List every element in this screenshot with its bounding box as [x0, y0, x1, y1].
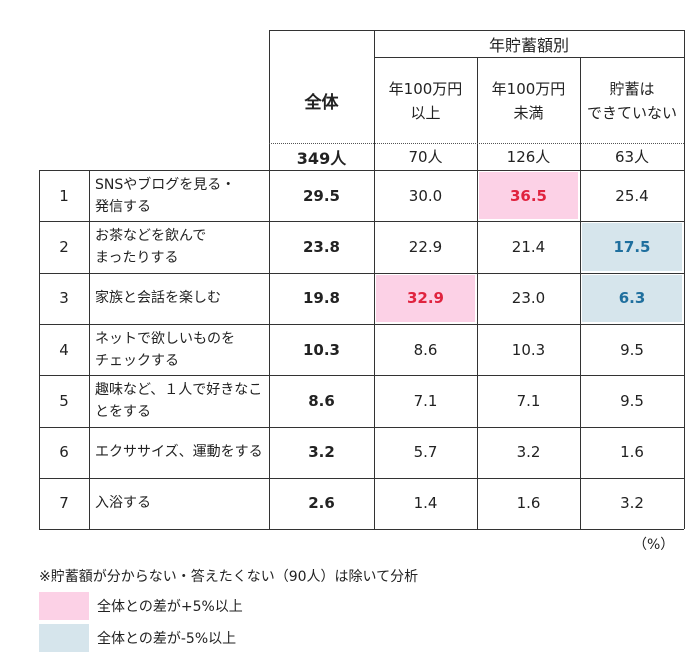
value-cell-all: 23.8 — [302, 237, 340, 256]
rank-cell: 3 — [59, 289, 69, 308]
legend-item-hi: 全体との差が+5%以上 — [39, 592, 243, 620]
unit-label: （%） — [633, 537, 675, 553]
grid-line — [580, 58, 581, 530]
legend-swatch-hi — [39, 592, 89, 620]
group-header: 年貯蓄額別 — [374, 30, 684, 58]
rank-cell: 2 — [59, 237, 69, 256]
grid-line — [39, 170, 40, 530]
item-label: SNSやブログを見る・ 発信する — [95, 176, 236, 215]
value-cell-none: 6.3 — [582, 274, 682, 322]
value-cell-all: 29.5 — [302, 186, 340, 205]
item-label: エクササイズ、運動をする — [95, 444, 263, 461]
grid-line — [684, 30, 685, 530]
grid-line — [89, 170, 90, 530]
value-cell-over1m: 5.7 — [413, 443, 438, 462]
survey-table: 年貯蓄額別 全体 年100万円 以上 年100万円 未満 貯蓄は できていない 349人 70人… — [39, 30, 685, 531]
value-cell-none: 1.6 — [620, 443, 644, 462]
grid-line — [374, 30, 375, 530]
value-cell-none: 17.5 — [582, 223, 682, 271]
value-cell-none: 25.4 — [615, 186, 649, 205]
value-cell-over1m: 32.9 — [376, 274, 475, 322]
value-cell-all: 2.6 — [308, 494, 335, 513]
grid-line — [269, 30, 270, 530]
grid-line — [269, 30, 684, 31]
n-none: 63人 — [614, 148, 650, 166]
item-label: 趣味など、１人で好きなこ とをする — [95, 381, 263, 420]
n-over1m: 70人 — [408, 148, 443, 166]
grid-line — [39, 170, 684, 171]
grid-line — [39, 272, 684, 274]
rank-cell: 1 — [59, 186, 69, 205]
value-cell-none: 9.5 — [620, 340, 644, 359]
value-cell-under1m: 36.5 — [479, 172, 578, 220]
legend-swatch-lo — [39, 624, 89, 652]
value-cell-under1m: 1.6 — [516, 494, 541, 513]
header-under1m: 年100万円 未満 — [491, 79, 566, 122]
value-cell-under1m: 21.4 — [511, 237, 546, 256]
grid-line — [477, 58, 478, 530]
grid-line — [39, 529, 684, 531]
value-cell-none: 3.2 — [620, 494, 644, 513]
value-cell-all: 19.8 — [302, 289, 340, 308]
item-label: 入浴する — [95, 495, 151, 512]
grid-line — [39, 375, 684, 377]
legend-item-lo: 全体との差が-5%以上 — [39, 624, 236, 652]
rank-cell: 6 — [59, 443, 69, 462]
grid-line-dotted — [269, 143, 684, 144]
grid-line — [39, 323, 684, 325]
value-cell-under1m: 23.0 — [511, 289, 546, 308]
rank-cell: 7 — [59, 494, 69, 513]
item-label: 家族と会話を楽しむ — [95, 290, 221, 307]
n-all: 349人 — [296, 148, 347, 168]
value-cell-all: 8.6 — [308, 391, 335, 410]
value-cell-over1m: 7.1 — [413, 391, 438, 410]
value-cell-under1m: 3.2 — [516, 443, 541, 462]
value-cell-over1m: 8.6 — [413, 340, 438, 359]
header-over1m: 年100万円 以上 — [388, 79, 463, 122]
rank-cell: 5 — [59, 391, 69, 410]
value-cell-under1m: 10.3 — [511, 340, 546, 359]
grid-line — [39, 477, 684, 479]
value-cell-all: 10.3 — [302, 340, 340, 359]
value-cell-all: 3.2 — [308, 443, 335, 462]
rank-cell: 4 — [59, 340, 69, 359]
footnote: ※貯蓄額が分からない・答えたくない（90人）は除いて分析 — [39, 569, 419, 585]
item-label: ネットで欲しいものを チェックする — [95, 330, 235, 369]
grid-line — [39, 426, 684, 428]
value-cell-over1m: 22.9 — [408, 237, 443, 256]
value-cell-under1m: 7.1 — [516, 391, 541, 410]
header-all: 全体 — [304, 93, 339, 113]
value-cell-over1m: 30.0 — [408, 186, 443, 205]
n-under1m: 126人 — [506, 148, 551, 166]
item-label: お茶などを飲んで まったりする — [95, 227, 207, 266]
value-cell-none: 9.5 — [620, 391, 644, 410]
legend-label-lo: 全体との差が-5%以上 — [97, 631, 237, 647]
header-none: 貯蓄は できていない — [586, 79, 677, 122]
grid-line — [39, 221, 684, 223]
legend-label-hi: 全体との差が+5%以上 — [97, 599, 243, 615]
value-cell-over1m: 1.4 — [413, 494, 438, 513]
